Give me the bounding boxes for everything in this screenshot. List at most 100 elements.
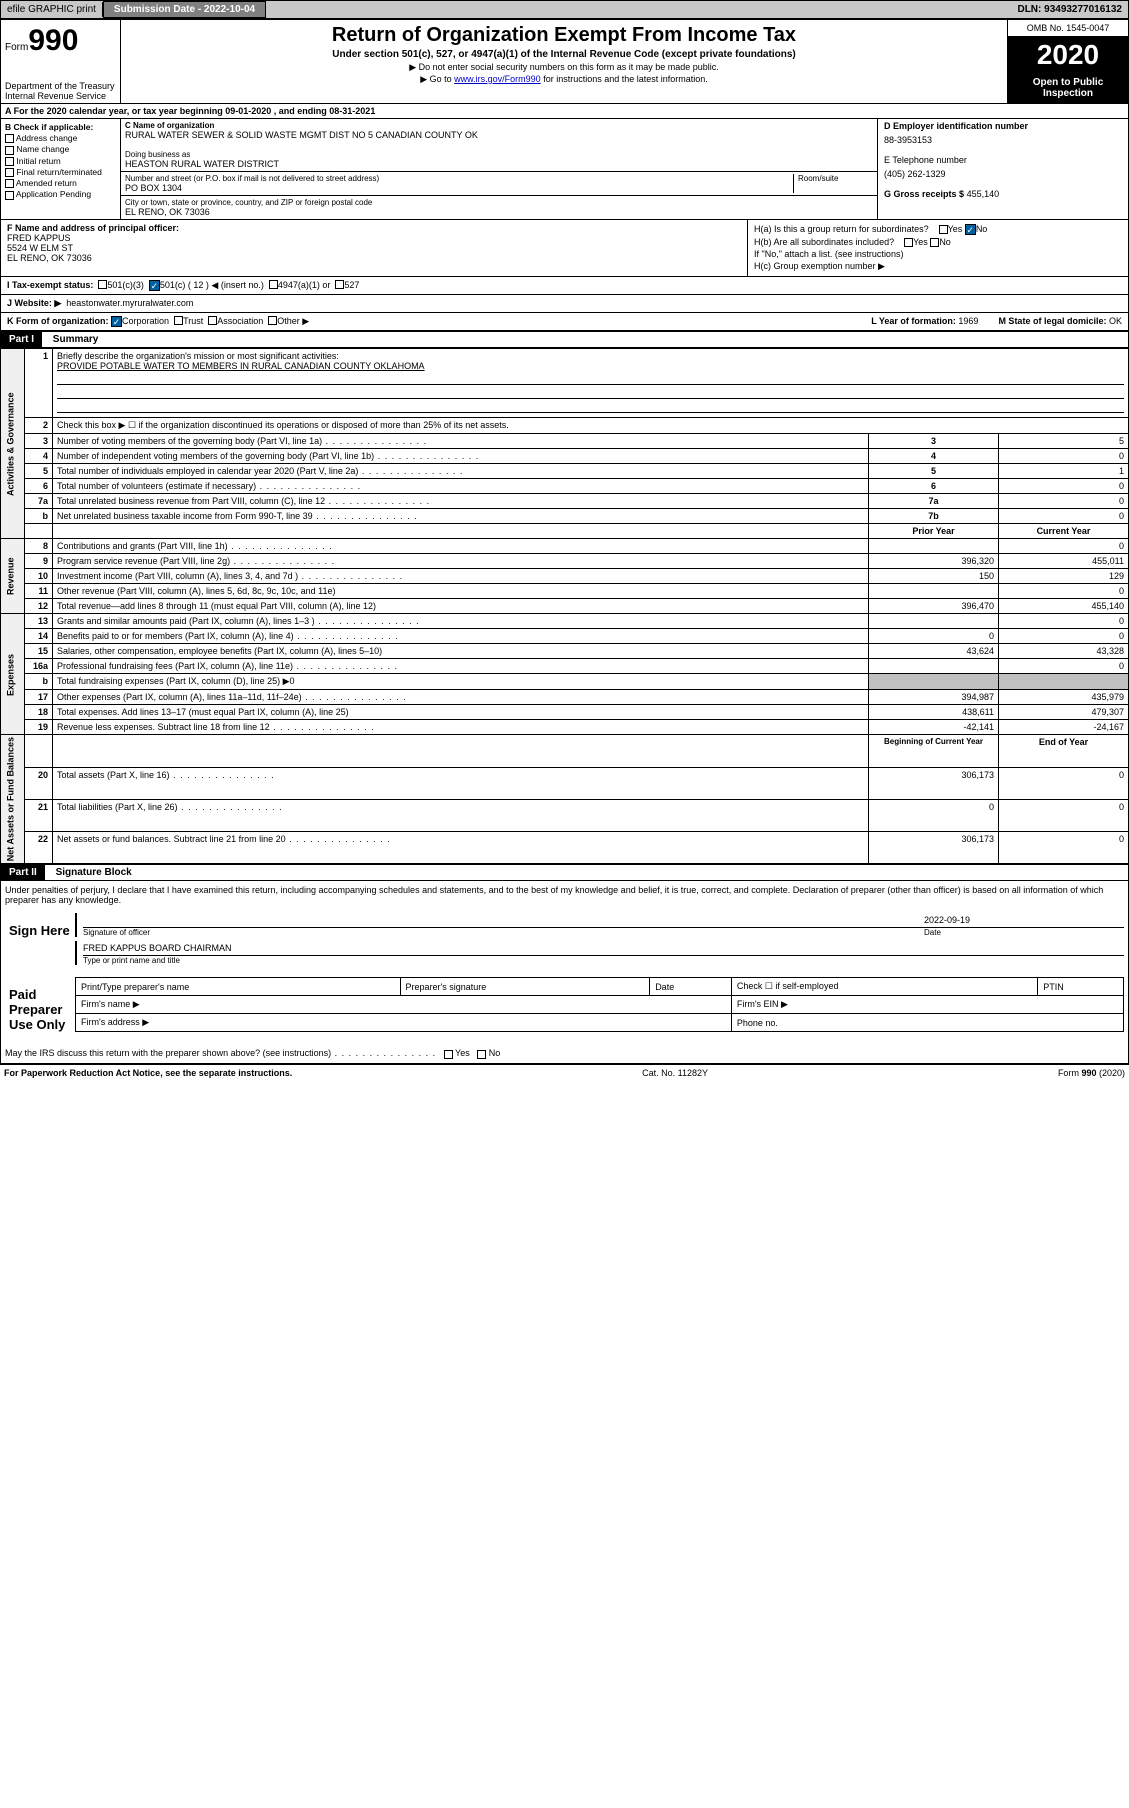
yes-label: Yes xyxy=(913,237,928,247)
underline xyxy=(57,387,1124,399)
checkbox-icon[interactable] xyxy=(444,1050,453,1059)
prior xyxy=(869,584,999,599)
footer-left: For Paperwork Reduction Act Notice, see … xyxy=(4,1068,292,1078)
desc: Total unrelated business revenue from Pa… xyxy=(53,494,869,509)
checkbox-icon[interactable] xyxy=(5,146,14,155)
desc: Total number of individuals employed in … xyxy=(53,464,869,479)
prior: -42,141 xyxy=(869,720,999,735)
website-value: heastonwater.myruralwater.com xyxy=(66,298,193,309)
sig-box: FRED KAPPUS BOARD CHAIRMAN Type or print… xyxy=(75,941,1124,965)
desc: Total liabilities (Part X, line 26) xyxy=(53,799,869,831)
j-label: J Website: ▶ xyxy=(7,298,61,309)
part2-title: Signature Block xyxy=(48,865,140,880)
table-row: 12Total revenue—add lines 8 through 11 (… xyxy=(1,599,1129,614)
signature-section: Under penalties of perjury, I declare th… xyxy=(0,881,1129,1063)
checkbox-icon[interactable] xyxy=(5,157,14,166)
checkbox-icon[interactable] xyxy=(5,179,14,188)
form990-link[interactable]: www.irs.gov/Form990 xyxy=(454,74,541,84)
checkbox-icon[interactable] xyxy=(5,191,14,200)
checkbox-icon[interactable] xyxy=(477,1050,486,1059)
curr: 0 xyxy=(999,539,1129,554)
checkbox-icon[interactable] xyxy=(939,225,948,234)
table-row: 6Total number of volunteers (estimate if… xyxy=(1,479,1129,494)
b-opt: Name change xyxy=(16,144,69,154)
sig-officer-label: Signature of officer xyxy=(83,928,924,937)
desc: Total fundraising expenses (Part IX, col… xyxy=(53,674,869,690)
sig-date-value: 2022-09-19 xyxy=(924,915,1124,925)
l-label: L Year of formation: xyxy=(871,316,956,326)
checkbox-checked-icon[interactable]: ✓ xyxy=(965,224,976,235)
checkbox-icon[interactable] xyxy=(269,280,278,289)
line-no: 6 xyxy=(25,479,53,494)
b-opt: Amended return xyxy=(16,178,77,188)
sign-here-right: 2022-09-19 Signature of officer Date FRE… xyxy=(75,913,1124,969)
section-h: H(a) Is this a group return for subordin… xyxy=(748,220,1128,276)
declaration: Under penalties of perjury, I declare th… xyxy=(5,885,1124,905)
section-cd: C Name of organization RURAL WATER SEWER… xyxy=(121,119,1128,219)
desc: Other revenue (Part VIII, column (A), li… xyxy=(53,584,869,599)
checkbox-checked-icon[interactable]: ✓ xyxy=(149,280,160,291)
checkbox-icon[interactable] xyxy=(268,316,277,325)
form-header-left: Form990 Department of the Treasury Inter… xyxy=(1,20,121,103)
curr: 0 xyxy=(999,832,1129,864)
topbar: efile GRAPHIC print Submission Date - 20… xyxy=(0,0,1129,19)
k-opt: Trust xyxy=(183,316,203,327)
firm-ein-label: Firm's EIN ▶ xyxy=(731,996,1123,1014)
prep-name-label: Print/Type preparer's name xyxy=(76,978,401,996)
table-row: 4Number of independent voting members of… xyxy=(1,449,1129,464)
line-no: 8 xyxy=(25,539,53,554)
ha-row: H(a) Is this a group return for subordin… xyxy=(754,224,1122,235)
ptin-label: PTIN xyxy=(1038,978,1124,996)
curr: 0 xyxy=(999,799,1129,831)
addr-value: PO BOX 1304 xyxy=(125,183,793,193)
curr: 0 xyxy=(999,659,1129,674)
table-row: 7aTotal unrelated business revenue from … xyxy=(1,494,1129,509)
hb-note: If "No," attach a list. (see instruction… xyxy=(754,249,1122,259)
firm-addr-label: Firm's address ▶ xyxy=(76,1014,732,1032)
form-number: 990 xyxy=(28,24,78,57)
part1-header: Part I xyxy=(1,332,42,347)
checkbox-icon[interactable] xyxy=(174,316,183,325)
g-row: G Gross receipts $ 455,140 xyxy=(884,189,1122,199)
checkbox-icon[interactable] xyxy=(904,238,913,247)
prep-sig-label: Preparer's signature xyxy=(400,978,650,996)
checkbox-icon[interactable] xyxy=(5,134,14,143)
note2-post: for instructions and the latest informat… xyxy=(541,74,708,84)
table-row: 3Number of voting members of the governi… xyxy=(1,434,1129,449)
grey-cell xyxy=(869,674,999,690)
line-no: 12 xyxy=(25,599,53,614)
k-label: K Form of organization: xyxy=(7,316,109,327)
checkbox-icon[interactable] xyxy=(5,168,14,177)
line-no: 21 xyxy=(25,799,53,831)
b-label: B Check if applicable: xyxy=(5,122,116,132)
no-label: No xyxy=(976,224,988,234)
note2-pre: ▶ Go to xyxy=(420,74,454,84)
form-header-right: OMB No. 1545-0047 2020 Open to Public In… xyxy=(1008,20,1128,103)
desc: Net assets or fund balances. Subtract li… xyxy=(53,832,869,864)
f-label: F Name and address of principal officer: xyxy=(7,223,741,233)
checkbox-icon[interactable] xyxy=(208,316,217,325)
curr: 479,307 xyxy=(999,705,1129,720)
m-label: M State of legal domicile: xyxy=(998,316,1106,326)
line-no: 10 xyxy=(25,569,53,584)
hb-label: H(b) Are all subordinates included? xyxy=(754,237,894,247)
form-header-mid: Return of Organization Exempt From Incom… xyxy=(121,20,1008,103)
prior: 394,987 xyxy=(869,690,999,705)
form-subtitle: Under section 501(c), 527, or 4947(a)(1)… xyxy=(125,49,1003,60)
line-no: b xyxy=(25,509,53,524)
line-no: 22 xyxy=(25,832,53,864)
table-row: 22Net assets or fund balances. Subtract … xyxy=(1,832,1129,864)
form-title: Return of Organization Exempt From Incom… xyxy=(125,24,1003,47)
table-row: 15Salaries, other compensation, employee… xyxy=(1,644,1129,659)
checkbox-icon[interactable] xyxy=(335,280,344,289)
table-row: Prior YearCurrent Year xyxy=(1,524,1129,539)
sign-here-label: Sign Here xyxy=(5,913,75,969)
omb-number: OMB No. 1545-0047 xyxy=(1008,20,1128,37)
desc: Number of voting members of the governin… xyxy=(53,434,869,449)
val: 0 xyxy=(999,494,1129,509)
checkbox-icon[interactable] xyxy=(930,238,939,247)
sig-line: 2022-09-19 xyxy=(83,913,1124,928)
officer-name: FRED KAPPUS xyxy=(7,233,741,243)
checkbox-icon[interactable] xyxy=(98,280,107,289)
checkbox-checked-icon[interactable]: ✓ xyxy=(111,316,122,327)
